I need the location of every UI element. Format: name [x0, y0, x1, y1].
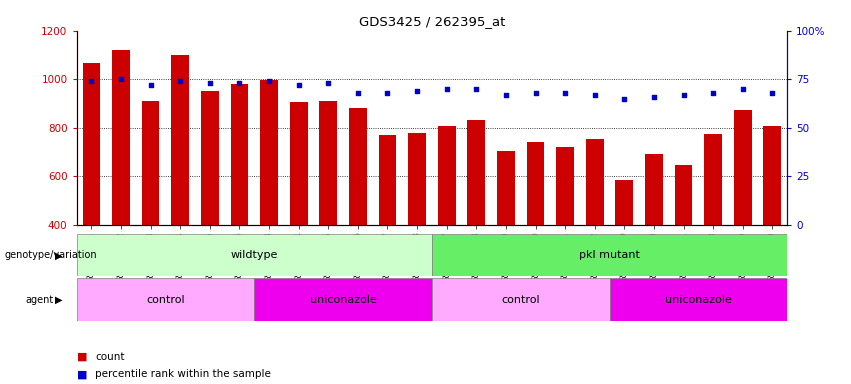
Text: ▶: ▶: [55, 295, 63, 305]
Point: [380, 90, 394, 96]
Point: [647, 94, 660, 100]
Bar: [201, 91, 219, 225]
Point: [706, 90, 720, 96]
Point: [292, 82, 306, 88]
Point: [262, 78, 276, 84]
Point: [232, 80, 246, 86]
Bar: [609, 278, 787, 321]
Bar: [231, 84, 248, 225]
Bar: [705, 134, 722, 225]
Bar: [615, 180, 633, 225]
Point: [144, 82, 157, 88]
Point: [618, 96, 631, 102]
Bar: [142, 101, 159, 225]
Point: [470, 86, 483, 92]
Bar: [734, 109, 751, 225]
Bar: [254, 278, 431, 321]
Point: [528, 90, 542, 96]
Point: [588, 92, 602, 98]
Bar: [112, 50, 130, 225]
Bar: [437, 126, 455, 225]
Point: [736, 86, 750, 92]
Bar: [763, 126, 781, 225]
Text: percentile rank within the sample: percentile rank within the sample: [95, 369, 271, 379]
Bar: [83, 63, 100, 225]
Bar: [557, 147, 574, 225]
Text: uniconazole: uniconazole: [310, 295, 376, 305]
Text: ■: ■: [77, 352, 90, 362]
Point: [203, 80, 217, 86]
Point: [114, 76, 128, 82]
Bar: [289, 102, 307, 225]
Bar: [260, 80, 278, 225]
Point: [410, 88, 424, 94]
Bar: [408, 132, 426, 225]
Bar: [349, 108, 367, 225]
Title: GDS3425 / 262395_at: GDS3425 / 262395_at: [358, 15, 505, 28]
Bar: [645, 154, 663, 225]
Bar: [77, 278, 254, 321]
Text: genotype/variation: genotype/variation: [4, 250, 97, 260]
Bar: [171, 55, 189, 225]
Point: [84, 78, 98, 84]
Point: [558, 90, 572, 96]
Bar: [467, 121, 485, 225]
Point: [499, 92, 512, 98]
Text: control: control: [501, 295, 540, 305]
Bar: [497, 151, 515, 225]
Point: [351, 90, 365, 96]
Text: ▶: ▶: [55, 250, 63, 260]
Text: agent: agent: [26, 295, 54, 305]
Bar: [77, 234, 431, 276]
Point: [174, 78, 187, 84]
Text: wildtype: wildtype: [231, 250, 278, 260]
Point: [440, 86, 454, 92]
Point: [322, 80, 335, 86]
Point: [677, 92, 690, 98]
Text: uniconazole: uniconazole: [665, 295, 732, 305]
Text: ■: ■: [77, 369, 90, 379]
Bar: [379, 135, 397, 225]
Text: count: count: [95, 352, 125, 362]
Bar: [585, 139, 603, 225]
Bar: [319, 101, 337, 225]
Point: [766, 90, 780, 96]
Bar: [431, 234, 787, 276]
Bar: [527, 142, 545, 225]
Text: control: control: [146, 295, 185, 305]
Bar: [675, 165, 693, 225]
Bar: [431, 278, 609, 321]
Text: pkl mutant: pkl mutant: [579, 250, 640, 260]
